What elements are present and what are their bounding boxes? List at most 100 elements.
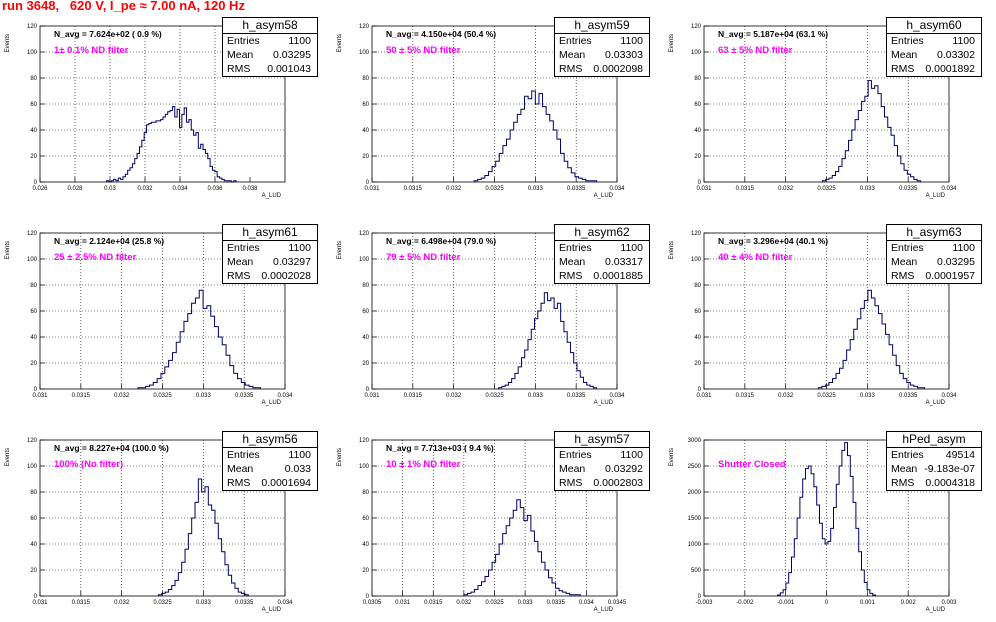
y-tick-label: 40	[362, 128, 369, 134]
stats-row-mean: Mean 0.03297	[223, 255, 317, 269]
x-tick-label: 0.031	[32, 393, 48, 399]
stats-value-mean: 0.03295	[937, 256, 975, 268]
y-tick-label: 60	[30, 102, 37, 108]
x-tick-label: 0.033	[528, 393, 544, 399]
histogram-plot: 0.031 0.0315 0.032 0.0325 0.033 0.0335 0.034 0 2…	[669, 24, 957, 199]
stats-value-rms: 0.0002098	[593, 63, 643, 75]
x-tick-label: 0.034	[609, 393, 625, 399]
stats-row-rms: RMS 0.001043	[223, 62, 317, 76]
stats-value-mean: 0.03292	[605, 463, 643, 475]
histogram-panel-h_asym60: 0.031 0.0315 0.032 0.0325 0.033 0.0335 0.034 0 2…	[664, 0, 996, 207]
y-tick-label: 0	[34, 180, 38, 186]
x-axis-title: A_LUD	[594, 607, 614, 613]
x-tick-label: 0.031	[696, 186, 712, 192]
histogram-series	[817, 289, 925, 389]
histogram-series	[463, 499, 581, 596]
x-tick-label: 0.033	[860, 393, 876, 399]
stats-key-mean: Mean	[559, 49, 586, 61]
y-tick-label: 120	[691, 24, 702, 30]
x-tick-label: 0.0325	[485, 393, 504, 399]
y-tick-label: 20	[694, 361, 701, 367]
stats-key-entries: Entries	[227, 242, 260, 254]
y-tick-label: 0	[366, 180, 370, 186]
filter-label: Shutter Closed	[718, 459, 786, 470]
stats-value-rms: 0.0002028	[261, 270, 311, 282]
x-tick-label: 0.033	[196, 393, 212, 399]
stats-key-mean: Mean	[227, 463, 254, 475]
y-tick-label: 40	[694, 128, 701, 134]
histogram-panel-h_asym62: 0.031 0.0315 0.032 0.0325 0.033 0.0335 0.034 0 2…	[332, 207, 664, 414]
y-tick-label: 80	[30, 283, 37, 289]
x-tick-label: 0.0315	[404, 393, 423, 399]
x-tick-label: 0.0315	[736, 393, 755, 399]
x-tick-label: 0.031	[696, 393, 712, 399]
y-tick-label: 1000	[688, 542, 702, 548]
y-tick-label: 100	[27, 50, 38, 56]
stats-row-rms: RMS 0.0002098	[555, 62, 649, 76]
stats-key-entries: Entries	[891, 35, 924, 47]
y-tick-label: 20	[362, 568, 369, 574]
stats-row-rms: RMS 0.0001957	[887, 269, 981, 283]
x-tick-label: 0.0325	[485, 600, 504, 606]
histogram-name: h_asym61	[223, 225, 317, 241]
stats-key-entries: Entries	[891, 449, 924, 461]
stats-key-entries: Entries	[559, 242, 592, 254]
y-tick-label: 40	[30, 128, 37, 134]
y-axis-title: Events	[669, 241, 675, 259]
y-tick-label: 20	[362, 361, 369, 367]
stats-box: h_asym58 Entries 1100 Mean 0.03295 RMS 0.00104…	[222, 17, 318, 77]
stats-value-rms: 0.0001885	[593, 270, 643, 282]
stats-key-rms: RMS	[891, 270, 915, 282]
stats-value-mean: 0.03302	[937, 49, 975, 61]
y-axis-title: Events	[337, 241, 343, 259]
histogram-panel-h_asym59: 0.031 0.0315 0.032 0.0325 0.033 0.0335 0.034 0 2…	[332, 0, 664, 207]
histogram-name: h_asym63	[887, 225, 981, 241]
histogram-name: h_asym58	[223, 18, 317, 34]
stats-box: h_asym60 Entries 1100 Mean 0.03302 RMS 0.00018…	[886, 17, 982, 77]
x-tick-label: 0.001	[860, 600, 876, 606]
histogram-panel-h_asym56: 0.031 0.0315 0.032 0.0325 0.033 0.0335 0.034 0 2…	[0, 414, 332, 621]
y-tick-label: 100	[691, 257, 702, 263]
stats-key-mean: Mean	[891, 256, 918, 268]
stats-row-entries: Entries 1100	[223, 448, 317, 462]
stats-value-entries: 1100	[288, 449, 311, 461]
x-tick-label: 0.0335	[235, 600, 254, 606]
histogram-plot: 0.031 0.0315 0.032 0.0325 0.033 0.0335 0.034 0 2…	[337, 231, 625, 406]
histogram-series	[137, 289, 261, 389]
filter-label: 25 ± 2.5% ND filter	[54, 252, 137, 263]
x-axis-title: A_LUD	[926, 607, 946, 613]
x-axis-title: A_LUD	[926, 193, 946, 199]
x-tick-label: 0.031	[32, 600, 48, 606]
x-tick-label: 0.034	[172, 186, 188, 192]
y-tick-label: 20	[362, 154, 369, 160]
stats-row-entries: Entries 1100	[223, 34, 317, 48]
x-tick-label: 0.032	[778, 393, 794, 399]
y-tick-label: 60	[694, 102, 701, 108]
n-avg-label: N_avg = 3.296e+04 (40.1 %)	[718, 236, 829, 246]
stats-value-rms: 0.001043	[267, 63, 311, 75]
stats-value-rms: 0.0002803	[593, 477, 643, 489]
y-tick-label: 2500	[688, 464, 702, 470]
histogram-series	[106, 106, 237, 183]
stats-value-entries: 49514	[945, 449, 975, 461]
stats-key-mean: Mean	[559, 256, 586, 268]
y-tick-label: 500	[691, 568, 702, 574]
filter-label: 1± 0.1% ND filter	[54, 45, 129, 56]
y-tick-label: 80	[362, 283, 369, 289]
x-tick-label: 0.032	[137, 186, 153, 192]
n-avg-label: N_avg = 5.187e+04 (63.1 %)	[718, 29, 829, 39]
y-axis-title: Events	[5, 34, 11, 52]
x-tick-label: 0.033	[528, 186, 544, 192]
x-tick-label: -0.002	[736, 600, 754, 606]
stats-key-mean: Mean	[891, 463, 918, 475]
y-tick-label: 80	[30, 490, 37, 496]
filter-label: 40 ± 4% ND filter	[718, 252, 793, 263]
x-tick-label: 0.0325	[817, 186, 836, 192]
stats-row-rms: RMS 0.0001694	[223, 476, 317, 490]
stats-box: h_asym63 Entries 1100 Mean 0.03295 RMS 0.00019…	[886, 224, 982, 284]
histogram-panel-h_asym58: 0.026 0.028 0.03 0.032 0.034 0.036 0.038 0 20 40 6…	[0, 0, 332, 207]
y-tick-label: 80	[694, 76, 701, 82]
stats-key-rms: RMS	[227, 477, 251, 489]
stats-value-entries: 1100	[952, 242, 975, 254]
run-title: run 3648, 620 V, I_pe ≈ 7.00 nA, 120 Hz	[2, 0, 245, 13]
